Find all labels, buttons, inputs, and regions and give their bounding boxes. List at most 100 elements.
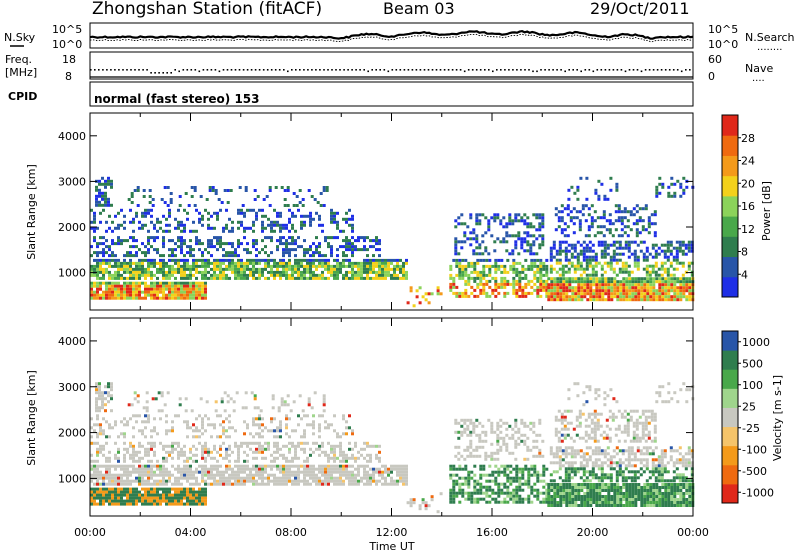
heatmap-cell	[174, 441, 177, 445]
heatmap-cell	[568, 289, 572, 293]
heatmap-cell	[505, 427, 509, 431]
heatmap-cell	[117, 273, 120, 277]
heatmap-cell	[473, 267, 477, 271]
heatmap-cell	[117, 296, 120, 300]
heatmap-cell	[539, 261, 543, 265]
heatmap-cell	[494, 267, 498, 271]
heatmap-cell	[619, 295, 623, 299]
heatmap-cell	[282, 242, 285, 246]
freq-dot	[520, 69, 522, 71]
heatmap-cell	[682, 292, 686, 296]
heatmap-cell	[280, 403, 284, 407]
heatmap-cell	[339, 473, 342, 477]
heatmap-cell	[333, 467, 336, 471]
heatmap-cell	[603, 194, 607, 198]
heatmap-cell	[105, 482, 108, 486]
heatmap-cell	[240, 464, 243, 468]
heatmap-cell	[512, 288, 516, 292]
heatmap-cell	[300, 464, 303, 468]
heatmap-cell	[393, 258, 396, 262]
heatmap-cell	[464, 491, 468, 495]
heatmap-cell	[594, 255, 598, 259]
heatmap-cell	[183, 242, 186, 246]
heatmap-cell	[565, 283, 569, 287]
heatmap-cell	[479, 488, 483, 492]
heatmap-cell	[96, 273, 99, 277]
heatmap-cell	[633, 258, 637, 262]
heatmap-cell	[298, 201, 302, 204]
heatmap-cell	[645, 264, 649, 268]
heatmap-cell	[366, 248, 369, 252]
heatmap-cell	[237, 482, 240, 486]
heatmap-cell	[482, 285, 486, 289]
heatmap-cell	[165, 467, 168, 471]
heatmap-cell	[285, 267, 288, 271]
heatmap-cell	[563, 222, 567, 226]
freq-dot	[270, 69, 273, 71]
heatmap-cell	[469, 216, 473, 220]
heatmap-cell	[595, 298, 599, 302]
heatmap-cell	[506, 488, 510, 492]
heatmap-cell	[521, 467, 525, 471]
heatmap-cell	[530, 467, 534, 471]
heatmap-cell	[539, 258, 543, 262]
heatmap-cell	[159, 464, 162, 468]
heatmap-cell	[102, 251, 105, 255]
heatmap-cell	[536, 470, 540, 474]
heatmap-cell	[357, 273, 360, 277]
heatmap-cell	[240, 264, 243, 268]
heatmap-cell	[114, 273, 117, 277]
heatmap-cell	[651, 267, 655, 271]
heatmap-cell	[108, 281, 111, 285]
heatmap-cell	[198, 290, 201, 294]
heatmap-cell	[481, 252, 485, 256]
heatmap-cell	[279, 467, 282, 471]
heatmap-cell	[303, 482, 306, 486]
heatmap-cell	[240, 273, 243, 277]
heatmap-cell	[226, 189, 230, 192]
heatmap-cell	[228, 264, 231, 268]
heatmap-cell	[476, 500, 480, 504]
heatmap-cell	[147, 499, 150, 503]
heatmap-cell	[484, 454, 488, 458]
heatmap-cell	[601, 283, 605, 287]
heatmap-cell	[138, 281, 141, 285]
freq-dot	[435, 69, 438, 71]
heatmap-cell	[189, 296, 192, 300]
heatmap-cell	[288, 248, 291, 252]
heatmap-cell	[357, 456, 360, 460]
heatmap-cell	[138, 290, 141, 294]
heatmap-cell	[93, 239, 96, 243]
heatmap-cell	[390, 261, 393, 265]
heatmap-cell	[566, 213, 570, 217]
heatmap-cell	[204, 429, 207, 433]
heatmap-cell	[114, 420, 117, 424]
heatmap-cell	[105, 470, 108, 474]
heatmap-cell	[234, 254, 237, 258]
heatmap-cell	[178, 397, 182, 401]
heatmap-cell	[309, 473, 312, 477]
heatmap-cell	[279, 435, 282, 439]
heatmap-cell	[291, 482, 294, 486]
heatmap-cell	[375, 236, 378, 240]
heatmap-cell	[300, 226, 303, 230]
heatmap-cell	[318, 464, 321, 468]
heatmap-cell	[685, 283, 689, 287]
heatmap-cell	[136, 400, 140, 404]
heatmap-cell	[95, 409, 98, 413]
heatmap-cell	[273, 273, 276, 277]
heatmap-cell	[294, 214, 297, 218]
heatmap-cell	[505, 448, 509, 452]
heatmap-cell	[369, 276, 372, 280]
freq-dot	[608, 69, 611, 71]
heatmap-cell	[458, 294, 462, 298]
heatmap-cell	[288, 447, 291, 451]
heatmap-cell	[594, 270, 598, 274]
heatmap-cell	[682, 283, 686, 287]
colorbar-tick-label: 8	[741, 246, 748, 259]
heatmap-cell	[162, 270, 165, 274]
heatmap-cell	[612, 258, 616, 262]
heatmap-cell	[90, 453, 93, 457]
heatmap-cell	[609, 258, 613, 262]
heatmap-cell	[135, 287, 138, 291]
